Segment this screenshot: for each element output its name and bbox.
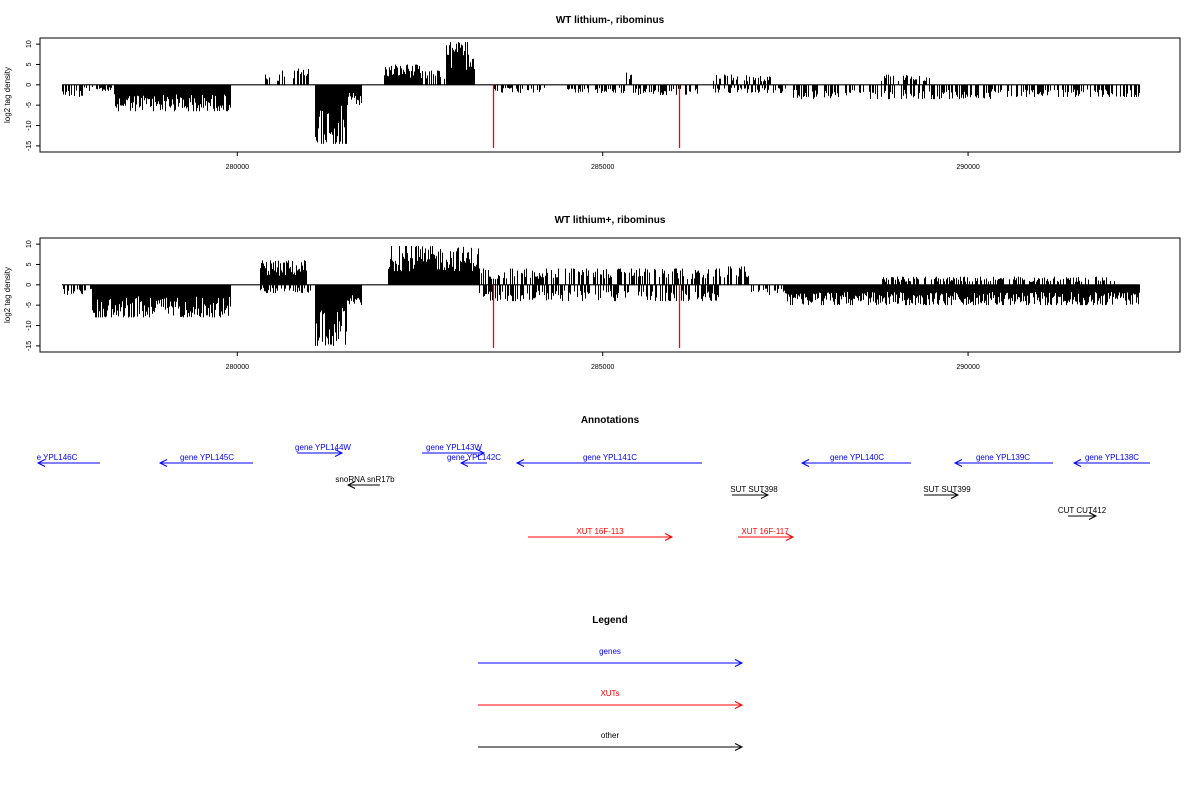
x-tick-label: 285000 bbox=[591, 364, 614, 371]
y-tick-label: -15 bbox=[26, 141, 33, 151]
feature-arrow: SUT SUT398 bbox=[730, 485, 778, 499]
track-panel-lithium-plus: WT lithium+, ribominus log2 tag density 10… bbox=[3, 215, 1181, 371]
feature-arrow: XUT 16F-113 bbox=[528, 527, 674, 541]
panel-title: WT lithium-, ribominus bbox=[556, 15, 665, 26]
feature-label: gene YPL142C bbox=[447, 453, 501, 462]
feature-label: gene YPL141C bbox=[583, 453, 637, 462]
x-tick-label: 290000 bbox=[956, 364, 979, 371]
feature-arrow: XUT 16F-117 bbox=[738, 527, 795, 541]
arrow-head bbox=[515, 459, 525, 467]
feature-label: gene YPL143W bbox=[426, 443, 482, 452]
panel-title: WT lithium+, ribominus bbox=[555, 215, 666, 226]
y-axis-label: log2 tag density bbox=[3, 67, 12, 123]
y-tick-label: 5 bbox=[26, 262, 33, 266]
arrow-head bbox=[734, 701, 744, 709]
feature-label: SUT SUT399 bbox=[923, 485, 971, 494]
legend-title: Legend bbox=[592, 615, 628, 626]
feature-arrow: gene YPL141C bbox=[515, 453, 702, 467]
arrow-head bbox=[36, 459, 46, 467]
y-tick-label: -10 bbox=[26, 320, 33, 330]
feature-arrow: SUT SUT399 bbox=[923, 485, 971, 499]
feature-arrow: gene YPL145C bbox=[158, 453, 253, 467]
arrow-head bbox=[1072, 459, 1082, 467]
feature-arrow: gene YPL144W bbox=[295, 443, 351, 457]
feature-label: gene YPL140C bbox=[830, 453, 884, 462]
arrow-head bbox=[734, 743, 744, 751]
y-tick-label: 0 bbox=[26, 283, 33, 287]
feature-label: XUT 16F-117 bbox=[741, 527, 789, 536]
annotations-track: e YPL146C gene YPL145C gene YPL144W snoRNA … bbox=[37, 443, 1150, 541]
annotations-title: Annotations bbox=[581, 415, 640, 426]
feature-label: XUT 16F-113 bbox=[576, 527, 624, 536]
arrow-head bbox=[459, 459, 469, 467]
density-bars bbox=[62, 42, 1140, 144]
feature-label: gene YPL138C bbox=[1085, 453, 1139, 462]
plot-frame bbox=[39, 237, 1181, 353]
legend-item-label: other bbox=[601, 731, 620, 740]
y-tick-label: 5 bbox=[26, 62, 33, 66]
x-tick-label: 280000 bbox=[226, 364, 249, 371]
arrow-head bbox=[800, 459, 810, 467]
legend: genes XUTs other bbox=[478, 647, 744, 751]
arrow-head bbox=[334, 449, 344, 457]
y-axis-label: log2 tag density bbox=[3, 267, 12, 323]
feature-arrow: CUT CUT412 bbox=[1058, 506, 1107, 520]
legend-item: XUTs bbox=[478, 689, 744, 709]
arrow-head bbox=[953, 459, 963, 467]
arrow-head bbox=[1088, 512, 1098, 520]
feature-arrow: snoRNA snR17b bbox=[335, 475, 395, 489]
legend-item: genes bbox=[478, 647, 744, 667]
x-tick-label: 290000 bbox=[956, 164, 979, 171]
arrow-head bbox=[346, 481, 356, 489]
density-bars bbox=[63, 246, 1140, 346]
y-tick-label: -5 bbox=[26, 102, 33, 108]
track-panel-lithium-minus: WT lithium-, ribominus log2 tag density 10… bbox=[3, 15, 1181, 171]
feature-arrow: gene YPL142C bbox=[447, 453, 501, 467]
legend-item-label: XUTs bbox=[600, 689, 619, 698]
feature-arrow: gene YPL140C bbox=[800, 453, 911, 467]
feature-label: gene YPL139C bbox=[976, 453, 1030, 462]
legend-item-label: genes bbox=[599, 647, 621, 656]
y-tick-label: -5 bbox=[26, 302, 33, 308]
arrow-head bbox=[785, 533, 795, 541]
plot-frame bbox=[39, 37, 1181, 153]
y-tick-label: 0 bbox=[26, 83, 33, 87]
feature-label: gene YPL144W bbox=[295, 443, 351, 452]
arrow-head bbox=[158, 459, 168, 467]
feature-arrow: gene YPL139C bbox=[953, 453, 1053, 467]
y-tick-label: -15 bbox=[26, 341, 33, 351]
arrow-head bbox=[664, 533, 674, 541]
arrow-head bbox=[734, 659, 744, 667]
feature-arrow: gene YPL143W bbox=[422, 443, 486, 457]
feature-label: CUT CUT412 bbox=[1058, 506, 1107, 515]
y-tick-label: 10 bbox=[26, 40, 33, 48]
feature-label: e YPL146C bbox=[37, 453, 78, 462]
y-tick-label: -10 bbox=[26, 120, 33, 130]
feature-arrow: gene YPL138C bbox=[1072, 453, 1150, 467]
feature-arrow: e YPL146C bbox=[37, 453, 100, 467]
feature-label: snoRNA snR17b bbox=[335, 475, 395, 484]
x-tick-label: 285000 bbox=[591, 164, 614, 171]
arrow-head bbox=[476, 449, 486, 457]
y-tick-label: 10 bbox=[26, 240, 33, 248]
arrow-head bbox=[760, 491, 770, 499]
feature-label: SUT SUT398 bbox=[730, 485, 778, 494]
feature-label: gene YPL145C bbox=[180, 453, 234, 462]
legend-item: other bbox=[478, 731, 744, 751]
x-tick-label: 280000 bbox=[226, 164, 249, 171]
arrow-head bbox=[950, 491, 960, 499]
